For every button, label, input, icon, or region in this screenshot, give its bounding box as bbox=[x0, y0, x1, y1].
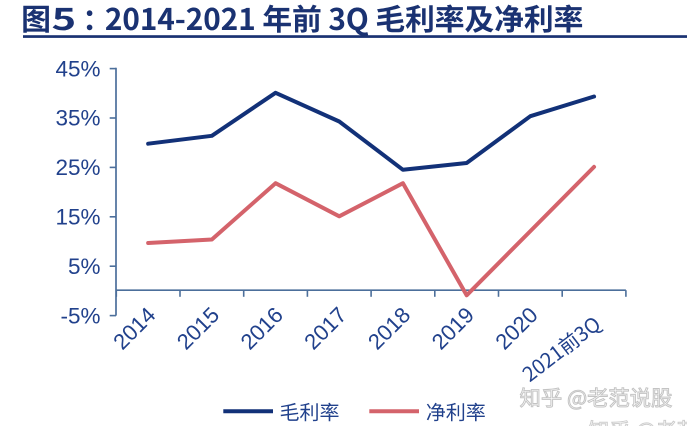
svg-text:45%: 45% bbox=[55, 56, 100, 81]
svg-text:2015: 2015 bbox=[172, 302, 224, 354]
svg-text:35%: 35% bbox=[55, 106, 100, 131]
svg-text:2020: 2020 bbox=[490, 302, 542, 354]
svg-text:2017: 2017 bbox=[299, 302, 351, 354]
svg-text:2019: 2019 bbox=[427, 302, 479, 354]
svg-text:2016: 2016 bbox=[236, 302, 288, 354]
svg-text:15%: 15% bbox=[55, 205, 100, 230]
svg-text:-5%: -5% bbox=[60, 303, 100, 328]
svg-text:25%: 25% bbox=[55, 155, 100, 180]
svg-text:2018: 2018 bbox=[363, 302, 415, 354]
svg-text:5%: 5% bbox=[68, 254, 101, 279]
